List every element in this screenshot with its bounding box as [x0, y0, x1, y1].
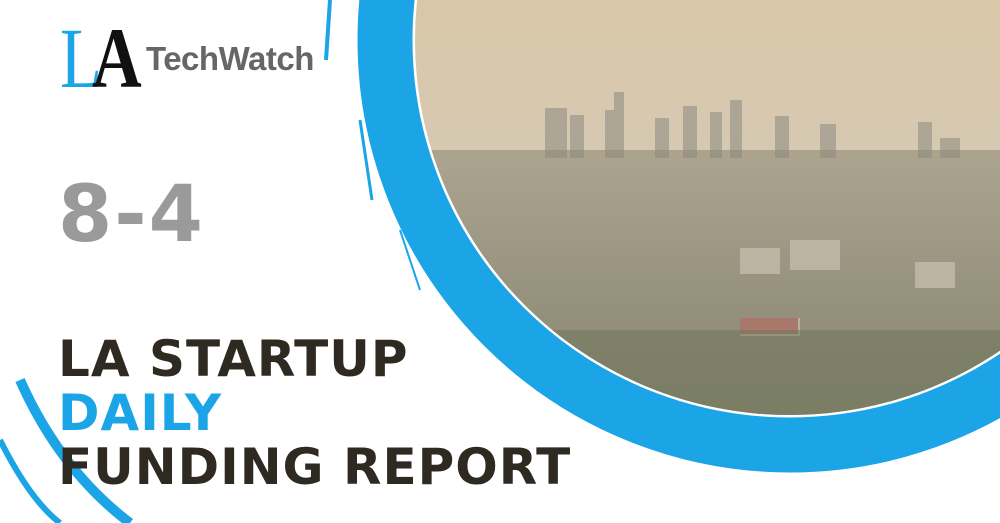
downtown-towers	[545, 92, 960, 158]
logo-letter-l: L	[60, 10, 103, 106]
headline-line-2: DAILY	[58, 384, 223, 442]
logo-letter-a: A	[92, 10, 142, 106]
report-date: 8-4	[58, 170, 205, 260]
logo-name: TechWatch	[146, 40, 314, 77]
headline: LA STARTUP DAILY FUNDING REPORT	[58, 332, 571, 494]
headline-line-3: FUNDING REPORT	[58, 438, 572, 496]
la-techwatch-logo[interactable]: L A TechWatch	[60, 10, 320, 106]
headline-line-1: LA STARTUP	[58, 330, 409, 388]
